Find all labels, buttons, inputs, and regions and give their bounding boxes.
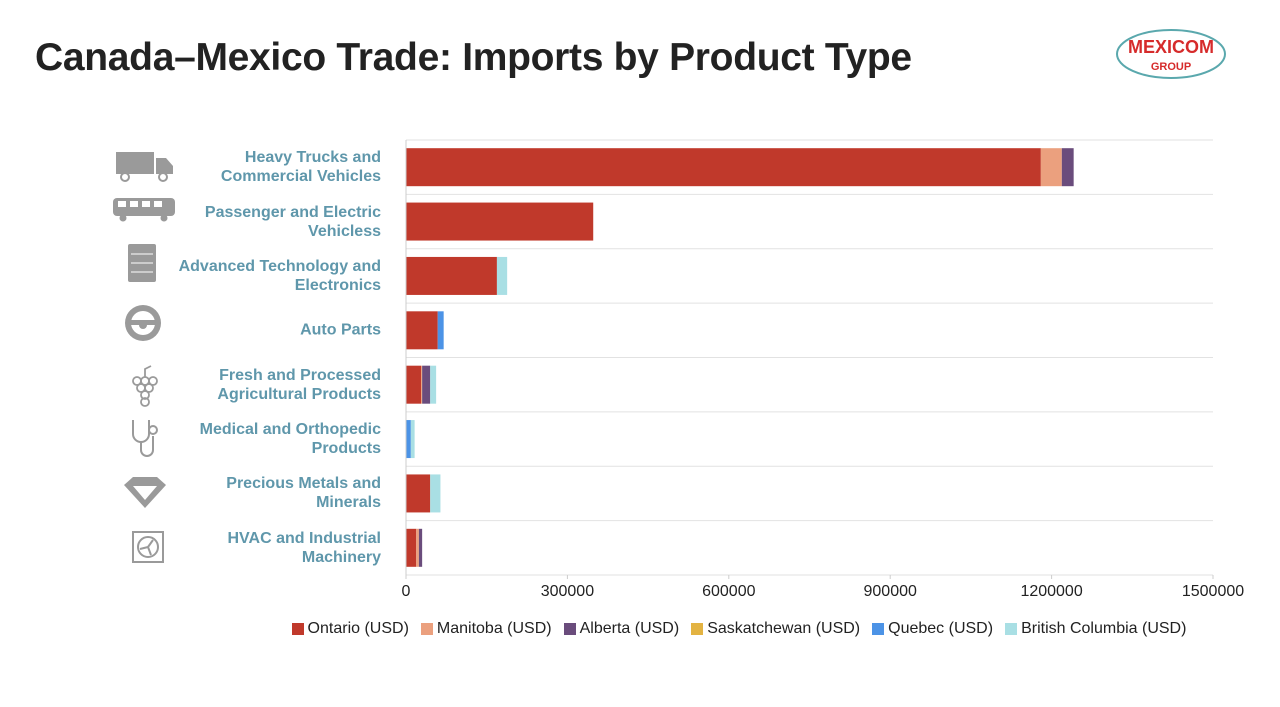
x-tick-label: 0 <box>402 583 411 600</box>
legend-label: Manitoba (USD) <box>436 620 552 637</box>
bar-segment <box>406 256 497 295</box>
logo-text: MEXICOM <box>1128 37 1214 57</box>
legend-label: Alberta (USD) <box>579 620 680 637</box>
x-tick-label: 1200000 <box>1020 583 1082 600</box>
category-label: Fresh and Processed Agricultural Product… <box>217 366 381 403</box>
legend: Ontario (USD) Manitoba (USD) Alberta (USD)… <box>265 620 1213 638</box>
bar-segment <box>418 528 423 567</box>
truck-icon <box>116 152 173 182</box>
category-label: Precious Metals and Minerals <box>226 475 381 512</box>
legend-label: Ontario (USD) <box>307 620 409 637</box>
plot-area: 0 300000 600000 900000 1200000 1500000 <box>402 139 1244 600</box>
legend-item: Quebec (USD) <box>872 620 993 638</box>
bar-segment <box>406 420 411 459</box>
category-label: Medical and Orthopedic Products <box>199 421 381 458</box>
logo: MEXICOM GROUP <box>1116 29 1226 79</box>
bar-segment <box>1040 148 1062 187</box>
bar-segment <box>421 365 423 404</box>
legend-label: British Columbia (USD) <box>1021 620 1187 637</box>
logo-subtext: GROUP <box>1151 61 1191 73</box>
bar-segment <box>496 256 508 295</box>
legend-item: British Columbia (USD) <box>1005 620 1186 638</box>
bar-segment <box>406 474 431 513</box>
chart-title: Canada–Mexico Trade: Imports by Product … <box>35 36 912 79</box>
legend-item: Ontario (USD) <box>291 620 409 638</box>
x-tick-label: 900000 <box>864 583 917 600</box>
bar-segment <box>406 202 594 241</box>
legend-item: Alberta (USD) <box>563 620 680 638</box>
category-label: Passenger and Electric Vehicless <box>204 203 381 240</box>
bar-segment <box>406 311 438 350</box>
legend-label: Saskatchewan (USD) <box>707 620 861 637</box>
icons <box>113 152 175 563</box>
bar-segment <box>416 528 419 567</box>
diamond-icon <box>124 477 166 508</box>
legend-swatch <box>291 623 304 635</box>
legend-item: Saskatchewan (USD) <box>691 620 860 638</box>
stethoscope-icon <box>132 420 158 457</box>
wheel-icon <box>125 305 161 341</box>
legend-swatch <box>420 623 433 635</box>
bar-segment <box>406 148 1041 187</box>
category-label: Advanced Technology and Electronics <box>178 257 381 294</box>
category-label: Heavy Trucks and Commercial Vehicles <box>220 149 381 186</box>
server-icon <box>128 244 156 282</box>
x-tick-label: 600000 <box>702 583 755 600</box>
fan-icon <box>132 531 164 563</box>
grapes-icon <box>132 365 158 407</box>
bar-segment <box>437 311 444 350</box>
category-label: HVAC and Industrial Machinery <box>227 529 382 566</box>
legend-swatch <box>691 623 704 635</box>
bar-segment <box>430 474 441 513</box>
legend-swatch <box>563 623 576 635</box>
bar-segment <box>406 365 422 404</box>
x-tick-label: 1500000 <box>1182 583 1244 600</box>
legend-label: Quebec (USD) <box>888 620 994 637</box>
legend-item: Manitoba (USD) <box>420 620 552 638</box>
bus-icon <box>113 198 175 222</box>
x-tick-label: 300000 <box>541 583 594 600</box>
legend-swatch <box>1005 623 1018 635</box>
bar-segment <box>410 420 415 459</box>
legend-swatch <box>872 623 885 635</box>
bar-segment <box>430 365 437 404</box>
bar-segment <box>422 365 431 404</box>
bar-segment <box>1061 148 1074 187</box>
category-label: Auto Parts <box>300 321 381 339</box>
logo-ring <box>1116 29 1226 79</box>
bar-segment <box>406 528 417 567</box>
